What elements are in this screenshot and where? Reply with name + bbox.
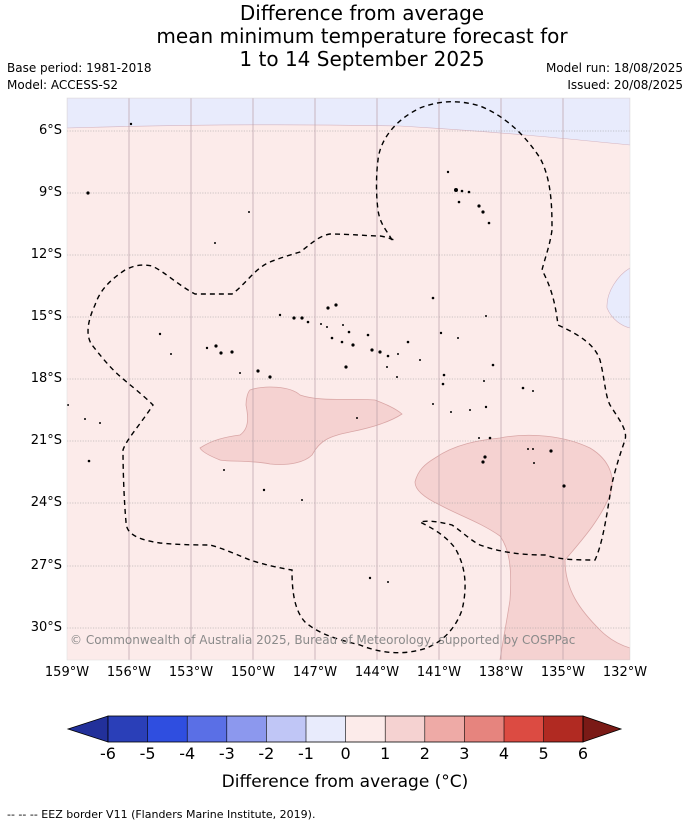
colorbar-dividers — [147, 716, 544, 742]
colorbar-label: 3 — [459, 744, 470, 763]
meta-right: Model run: 18/08/2025 Issued: 20/08/2025 — [546, 60, 683, 94]
colorbar-swatch — [266, 716, 306, 742]
colorbar-swatch — [464, 716, 504, 742]
colorbar-swatch — [226, 716, 267, 742]
colorbar-label: 6 — [577, 744, 589, 763]
colorbar-label: -2 — [258, 744, 275, 763]
colorbar-title: Difference from average (°C) — [221, 772, 469, 792]
colorbar-swatch — [306, 716, 346, 742]
colorbar-label: 5 — [538, 744, 549, 763]
copyright-notice: © Commonwealth of Australia 2025, Bureau… — [70, 633, 576, 647]
lon-tick-label: 135°W — [540, 665, 586, 680]
colorbar-label: 0 — [340, 744, 351, 763]
colorbar-swatch — [345, 716, 386, 742]
colorbar-extend-low — [66, 715, 109, 743]
colorbar-swatch — [543, 716, 583, 742]
colorbar-swatch — [385, 716, 425, 742]
issued-date: Issued: 20/08/2025 — [567, 78, 683, 92]
lon-tick-label: 153°W — [168, 665, 214, 680]
colorbar-label: -5 — [139, 744, 156, 763]
lon-tick-label: 156°W — [106, 665, 152, 680]
anomaly-minus1-to-0-region-east — [606, 267, 630, 329]
colorbar-label: -3 — [218, 744, 235, 763]
lat-tick-label: 15°S — [30, 309, 62, 324]
colorbar-swatch — [108, 716, 148, 742]
map-panel — [67, 98, 630, 660]
colorbar-label: 4 — [498, 744, 510, 763]
title-line-1: Difference from average — [239, 1, 485, 25]
lon-tick-label: 159°W — [44, 665, 90, 680]
colorbar-swatch — [147, 716, 188, 742]
lon-tick-label: 150°W — [230, 665, 276, 680]
colorbar-label: -6 — [100, 744, 116, 763]
colorbar-label: 2 — [419, 744, 430, 763]
colorbar-label: -4 — [179, 744, 196, 763]
longitude-gridlines — [128, 98, 564, 660]
lon-tick-label: 144°W — [354, 665, 400, 680]
model-run: Model run: 18/08/2025 — [545, 61, 683, 75]
title-line-3: 1 to 14 September 2025 — [239, 47, 485, 71]
lon-tick-label: 141°W — [416, 665, 462, 680]
lat-tick-label: 18°S — [30, 371, 62, 386]
colorbar-swatch — [424, 716, 465, 742]
anomaly-minus1-to-0-region-north — [67, 98, 630, 146]
colorbar — [66, 715, 623, 743]
lat-tick-label: 12°S — [30, 247, 62, 262]
lat-tick-label: 30°S — [30, 620, 62, 635]
lat-tick-label: 24°S — [30, 495, 62, 510]
islands — [67, 122, 566, 583]
colorbar-swatch — [504, 716, 544, 742]
title-line-2: mean minimum temperature forecast for — [156, 24, 568, 48]
map-frame — [66, 97, 631, 661]
lon-tick-label: 147°W — [292, 665, 338, 680]
colorbar-swatch — [187, 716, 227, 742]
lat-tick-label: 21°S — [30, 433, 62, 448]
lat-tick-label: 6°S — [38, 123, 62, 138]
eez-legend-note: -- -- -- EEZ border V11 (Flanders Marine… — [7, 808, 316, 821]
eez-border — [87, 101, 627, 654]
anomaly-1-to-2-region-west — [199, 386, 403, 465]
lon-tick-label: 132°W — [602, 665, 648, 680]
lat-tick-label: 27°S — [30, 558, 62, 573]
anomaly-1-to-2-region-east — [414, 434, 630, 660]
colorbar-label: 1 — [380, 744, 391, 763]
colorbar-extend-high — [582, 715, 623, 743]
lat-tick-label: 9°S — [38, 185, 62, 200]
lon-tick-label: 138°W — [478, 665, 524, 680]
meta-left: Base period: 1981-2018 Model: ACCESS-S2 — [7, 60, 152, 94]
colorbar-label: -1 — [298, 744, 314, 763]
model-name: Model: ACCESS-S2 — [7, 78, 119, 92]
base-period: Base period: 1981-2018 — [7, 61, 152, 75]
chart-title: Difference from average mean minimum tem… — [0, 2, 690, 71]
latitude-gridlines — [67, 130, 630, 629]
